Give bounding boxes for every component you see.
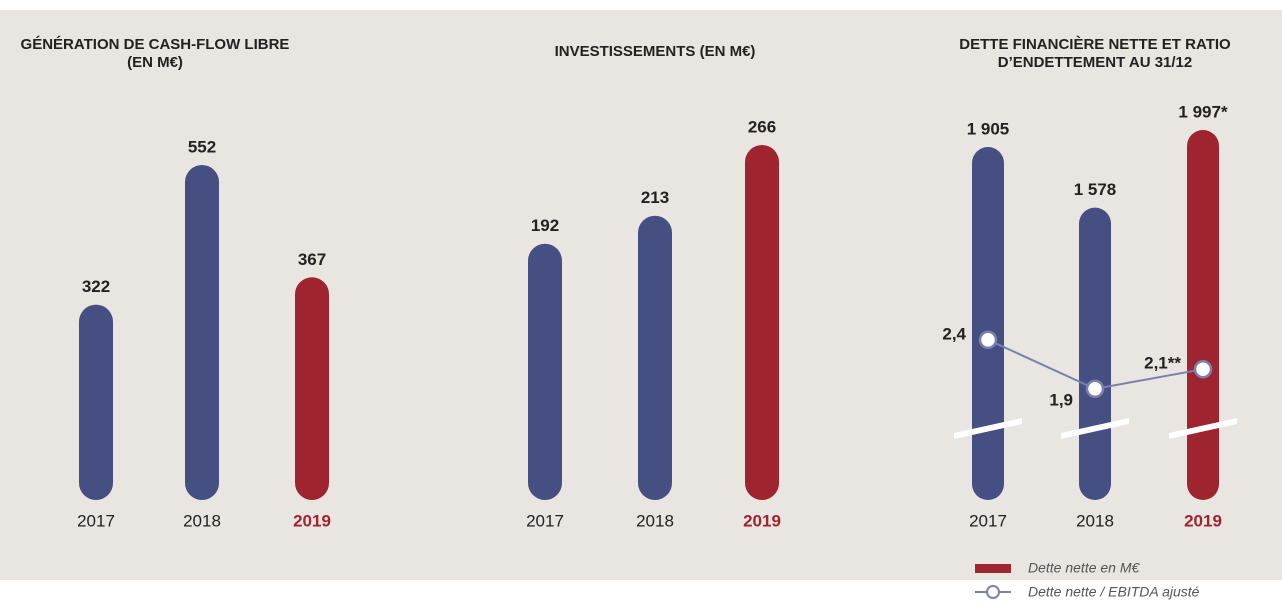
value-label: 1,9 — [1049, 390, 1073, 409]
value-label: 322 — [82, 277, 110, 296]
bar — [638, 215, 672, 500]
bar — [295, 277, 329, 500]
value-label: 1 578 — [1074, 180, 1117, 199]
ratio-point — [1085, 379, 1105, 399]
legend-swatch — [975, 564, 1011, 573]
legend-label: Dette nette en M€ — [1028, 560, 1141, 576]
bar — [79, 304, 113, 500]
legend-marker — [986, 585, 1000, 599]
x-tick-label: 2019 — [293, 511, 331, 530]
chart-title: INVESTISSEMENTS (EN M€) — [555, 43, 756, 60]
x-tick-label: 2018 — [183, 511, 221, 530]
x-tick-label: 2018 — [636, 511, 674, 530]
chart-title: GÉNÉRATION DE CASH-FLOW LIBRE — [21, 36, 290, 53]
x-tick-label: 2017 — [526, 511, 564, 530]
value-label: 1 905 — [967, 120, 1010, 139]
ratio-point — [1193, 359, 1213, 379]
x-tick-label: 2019 — [1184, 511, 1222, 530]
bar — [972, 147, 1004, 500]
value-label: 266 — [748, 117, 776, 136]
value-label: 213 — [641, 188, 669, 207]
chart-title: D’ENDETTEMENT AU 31/12 — [998, 54, 1192, 71]
axis-break — [954, 418, 1022, 439]
legend-label: Dette nette / EBITDA ajusté — [1028, 584, 1200, 600]
value-label: 367 — [298, 250, 326, 269]
bar — [185, 165, 219, 500]
chart-title: DETTE FINANCIÈRE NETTE ET RATIO — [959, 36, 1231, 53]
x-tick-label: 2019 — [743, 511, 781, 530]
bar — [1079, 207, 1111, 500]
bar — [745, 145, 779, 500]
value-label: 2,1** — [1144, 354, 1181, 373]
axis-break — [1061, 418, 1129, 439]
x-tick-label: 2017 — [969, 511, 1007, 530]
value-label: 2,4 — [942, 324, 966, 343]
value-label: 192 — [531, 216, 559, 235]
x-tick-label: 2017 — [77, 511, 115, 530]
bar — [528, 243, 562, 500]
value-label: 1 997* — [1178, 102, 1228, 121]
x-tick-label: 2018 — [1076, 511, 1114, 530]
axis-break — [1169, 418, 1237, 439]
value-label: 552 — [188, 137, 216, 156]
ratio-point — [978, 330, 998, 350]
chart-title: (EN M€) — [127, 54, 183, 71]
bar — [1187, 130, 1219, 500]
